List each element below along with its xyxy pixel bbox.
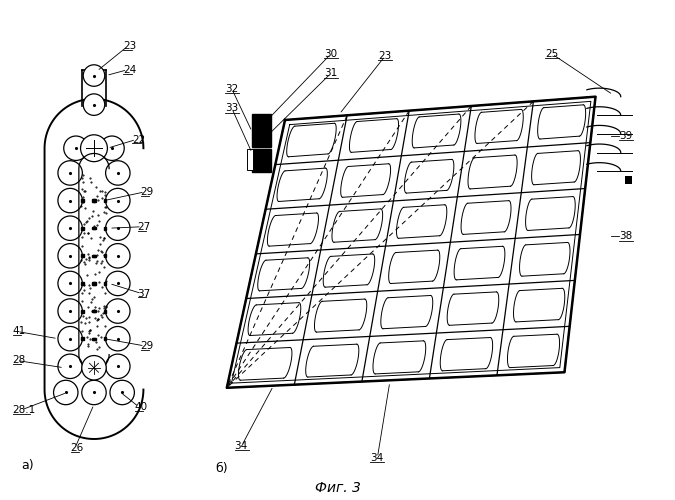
Bar (624, 176, 632, 184)
Bar (93, 254, 96, 257)
Text: 34: 34 (235, 441, 248, 451)
Circle shape (105, 244, 130, 268)
Bar (252, 149, 271, 172)
Bar (82, 310, 84, 312)
Bar (247, 149, 253, 171)
Bar (103, 282, 107, 285)
Text: Фиг. 3: Фиг. 3 (315, 481, 360, 495)
Text: 28: 28 (13, 356, 26, 366)
Circle shape (83, 65, 105, 86)
Polygon shape (79, 154, 109, 370)
Circle shape (83, 94, 105, 116)
Text: 40: 40 (135, 402, 148, 412)
Bar (82, 226, 84, 230)
Text: 27: 27 (138, 222, 151, 232)
Text: 33: 33 (225, 104, 238, 114)
Bar (93, 338, 96, 340)
Text: 32: 32 (225, 84, 238, 94)
Bar (103, 310, 107, 312)
Text: 24: 24 (123, 64, 136, 74)
Bar (82, 282, 84, 285)
Bar (252, 114, 271, 147)
Bar (103, 199, 107, 202)
Bar (103, 226, 107, 230)
Circle shape (105, 299, 130, 324)
Bar (92, 200, 95, 202)
Text: 38: 38 (619, 232, 632, 241)
Circle shape (58, 188, 82, 213)
Text: б): б) (215, 462, 227, 474)
Bar (93, 282, 96, 284)
Bar (82, 199, 84, 202)
Text: 29: 29 (140, 341, 154, 351)
Circle shape (105, 160, 130, 185)
Text: 28.1: 28.1 (13, 405, 36, 415)
Circle shape (58, 216, 82, 240)
Circle shape (105, 271, 130, 295)
Circle shape (53, 380, 78, 404)
Circle shape (58, 244, 82, 268)
Text: 26: 26 (71, 442, 84, 452)
Bar (93, 200, 96, 202)
Text: 29: 29 (140, 187, 154, 197)
Circle shape (82, 380, 106, 404)
Text: 22: 22 (132, 134, 145, 144)
Circle shape (58, 326, 82, 351)
Circle shape (58, 299, 82, 324)
Bar (82, 337, 84, 340)
Circle shape (105, 354, 130, 378)
Text: 37: 37 (138, 288, 151, 298)
Bar (92, 254, 95, 257)
Bar (92, 338, 95, 340)
Circle shape (105, 188, 130, 213)
Text: 25: 25 (545, 49, 558, 59)
Text: 23: 23 (378, 51, 392, 61)
Circle shape (63, 136, 88, 160)
Text: 34: 34 (371, 452, 383, 462)
Circle shape (100, 136, 124, 160)
Bar (93, 310, 96, 312)
Bar (103, 337, 107, 340)
Bar (103, 254, 107, 258)
Text: 39: 39 (619, 130, 632, 140)
Text: 23: 23 (123, 42, 136, 51)
Circle shape (58, 160, 82, 185)
Circle shape (82, 356, 106, 380)
Bar (92, 282, 95, 284)
Circle shape (105, 216, 130, 240)
Text: 41: 41 (13, 326, 26, 336)
Bar (82, 254, 84, 258)
Circle shape (58, 354, 82, 378)
Circle shape (80, 135, 107, 162)
Circle shape (110, 380, 134, 404)
Text: 31: 31 (324, 68, 337, 78)
Bar (93, 227, 96, 230)
Circle shape (105, 326, 130, 351)
Text: а): а) (22, 460, 34, 472)
Bar (92, 310, 95, 312)
Bar (92, 227, 95, 230)
Text: 30: 30 (324, 49, 337, 59)
Circle shape (58, 271, 82, 295)
